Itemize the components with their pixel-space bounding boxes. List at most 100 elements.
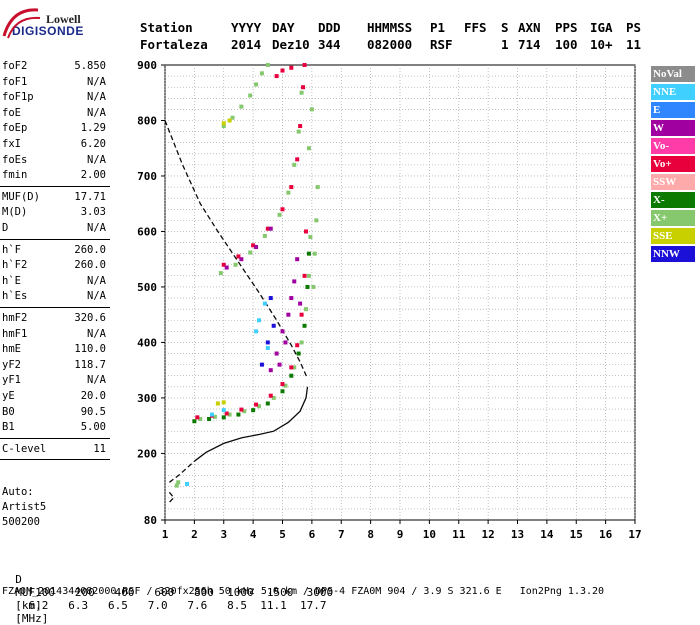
data-point xyxy=(296,351,301,356)
header-label-8: AXN xyxy=(518,20,541,35)
data-point xyxy=(251,408,256,413)
param-value: 5.00 xyxy=(80,421,106,434)
x-tick-label: 11 xyxy=(452,528,466,541)
data-point xyxy=(259,362,264,367)
param-name: B0 xyxy=(2,405,15,418)
muf-d-label: D xyxy=(15,573,22,586)
header-label-0: Station xyxy=(140,20,193,35)
param-name: h`F xyxy=(2,243,21,256)
param-row: yF1 N/A xyxy=(2,373,106,388)
param-value: 20.0 xyxy=(80,390,106,402)
header-label-6: FFS xyxy=(464,20,487,35)
param-row: hmF2 320.6 xyxy=(2,311,106,326)
param-row: fxI 6.20 xyxy=(2,137,106,152)
param-row: foEp 1.29 xyxy=(2,121,106,136)
data-point xyxy=(306,251,311,256)
param-value: 2.00 xyxy=(80,169,106,182)
param-value: N/A xyxy=(87,75,106,88)
footer-info: FZA0M_2014344082000.RSF / 320fx256h 50 k… xyxy=(2,586,605,597)
param-separator xyxy=(0,185,110,187)
data-point xyxy=(271,323,276,328)
data-point xyxy=(265,401,270,406)
data-point xyxy=(210,412,214,417)
logo-emblem-icon xyxy=(2,8,41,39)
param-value: 3.03 xyxy=(80,206,106,219)
header-label-11: PS xyxy=(626,20,642,35)
x-tick-label: 14 xyxy=(540,528,554,541)
data-point xyxy=(236,412,241,417)
param-row: hmF1 N/A xyxy=(2,327,106,342)
logo-lowell: Lowell xyxy=(46,12,81,26)
header-label-2: DAY xyxy=(272,20,295,35)
param-value: N/A xyxy=(87,222,106,234)
data-point xyxy=(221,415,226,420)
param-row: h`F2 260.0 xyxy=(2,258,106,273)
data-point xyxy=(299,312,304,317)
header-label-10: IGA xyxy=(590,20,613,35)
data-point xyxy=(304,229,308,234)
param-row: foEs N/A xyxy=(2,153,106,168)
x-tick-label: 15 xyxy=(570,528,583,541)
param-value: 320.6 xyxy=(74,312,106,324)
data-point xyxy=(280,68,285,73)
y-tick-label: 700 xyxy=(137,170,157,183)
param-name: C-level xyxy=(2,442,47,455)
param-row: MUF(D) 17.71 xyxy=(2,190,106,205)
grid-lines xyxy=(164,65,636,520)
data-point xyxy=(280,329,285,334)
data-point xyxy=(268,368,273,373)
param-name: fmin xyxy=(2,169,28,182)
param-name: yF2 xyxy=(2,358,21,371)
autoscale-line: 500200 xyxy=(2,516,40,528)
data-point xyxy=(280,382,285,387)
param-value: 5.850 xyxy=(74,60,106,72)
data-point xyxy=(295,157,300,162)
header-value-3: 344 xyxy=(318,37,341,52)
param-row: B1 5.00 xyxy=(2,420,106,435)
data-point xyxy=(221,124,226,129)
x-tick-label: 9 xyxy=(397,528,404,541)
header-value-11: 11 xyxy=(626,37,642,52)
x-tick-label: 5 xyxy=(279,528,286,541)
data-point xyxy=(212,414,217,419)
x-tick-label: 6 xyxy=(309,528,316,541)
param-value: 17.71 xyxy=(74,190,106,203)
param-name: h`F2 xyxy=(2,259,28,272)
data-point xyxy=(295,343,300,348)
legend-item-e: E xyxy=(651,102,695,118)
data-point xyxy=(192,419,197,424)
header-value-2: Dez10 xyxy=(272,37,310,52)
data-point xyxy=(221,121,226,126)
data-point xyxy=(286,312,291,317)
data-point xyxy=(314,218,319,223)
data-point xyxy=(302,63,307,67)
data-point xyxy=(236,254,241,259)
data-point xyxy=(286,190,291,195)
param-row: hmE 110.0 xyxy=(2,342,106,357)
legend-item-w: W xyxy=(651,120,695,136)
data-point xyxy=(227,118,232,123)
x-tick-label: 1 xyxy=(162,528,169,541)
x-tick-label: 10 xyxy=(423,528,436,541)
header-label-4: HHMMSS xyxy=(367,20,413,35)
data-point xyxy=(296,129,301,134)
header-value-4: 082000 xyxy=(367,37,413,52)
data-point xyxy=(277,362,282,367)
autoscale-line: Auto: xyxy=(2,486,34,498)
data-point xyxy=(268,226,273,231)
y-tick-label: 400 xyxy=(137,336,157,349)
param-value: 260.0 xyxy=(74,259,106,272)
data-point xyxy=(239,257,244,262)
muf-unit: [MHz] xyxy=(15,612,49,625)
autoscale-line: Artist5 xyxy=(2,501,47,513)
data-point xyxy=(304,307,308,312)
legend-item-x-: X- xyxy=(651,192,695,208)
data-point xyxy=(268,296,273,301)
param-name: yF1 xyxy=(2,374,21,387)
legend-item-nne: NNE xyxy=(651,84,695,100)
series-line-1 xyxy=(164,120,309,379)
data-point xyxy=(224,265,229,270)
param-value: N/A xyxy=(87,327,106,340)
param-value: 110.0 xyxy=(74,343,106,356)
data-point xyxy=(292,279,297,284)
